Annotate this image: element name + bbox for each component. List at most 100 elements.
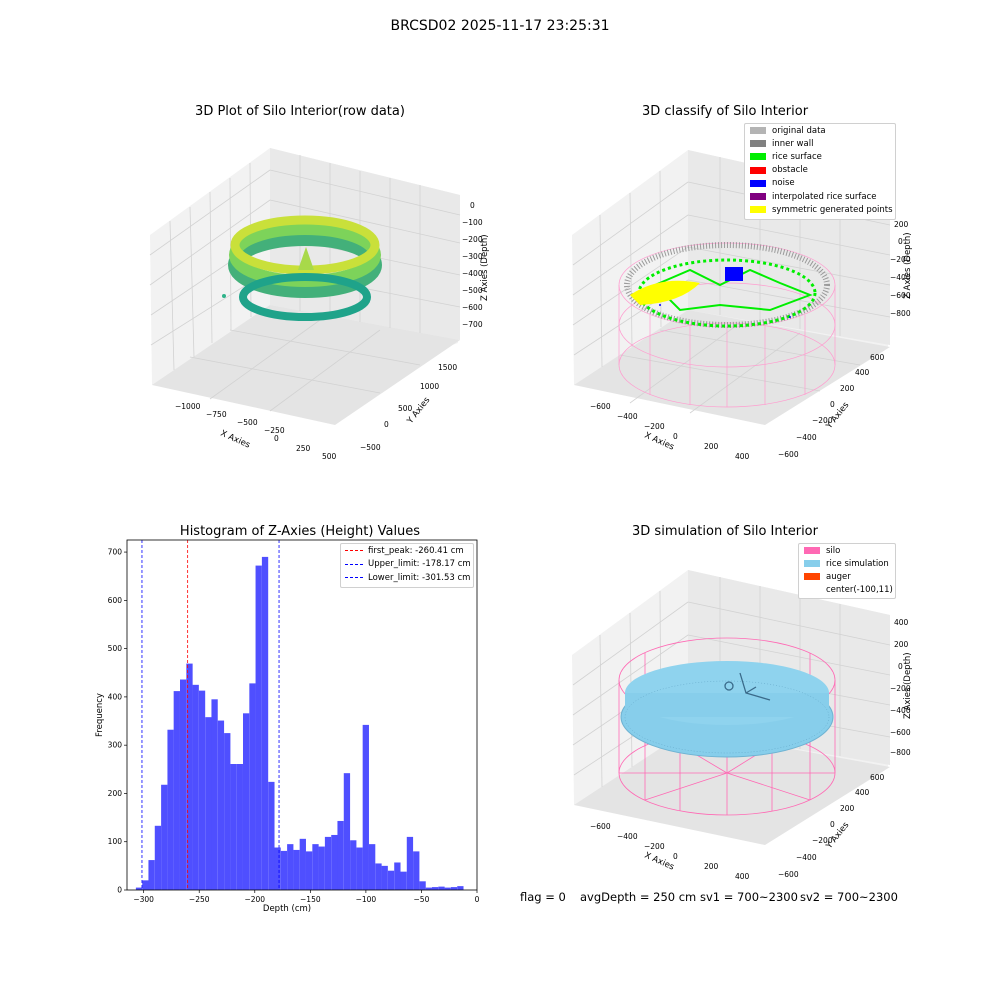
histogram-legend-label: first_peak: -260.41 cm (368, 545, 464, 556)
simulation-plot-title: 3D simulation of Silo Interior (632, 524, 818, 539)
classify-legend-item: rice surface (745, 150, 895, 163)
svg-text:−400: −400 (617, 412, 638, 421)
histogram-bar (224, 733, 231, 890)
svg-text:−400: −400 (796, 433, 817, 442)
svg-text:600: 600 (870, 773, 885, 782)
histogram-x-tick-label: −250 (189, 895, 210, 904)
histogram-legend-swatch (345, 577, 363, 579)
histogram-bar (400, 871, 407, 890)
svg-text:−300: −300 (462, 252, 483, 261)
histogram-bar (293, 849, 300, 890)
classify-legend-label: interpolated rice surface (772, 191, 877, 202)
svg-text:400: 400 (735, 872, 750, 881)
svg-text:−600: −600 (890, 728, 911, 737)
simulation-legend-swatch (804, 587, 820, 594)
classify-legend-label: inner wall (772, 138, 814, 149)
histogram-bar (381, 865, 388, 890)
svg-text:−400: −400 (796, 853, 817, 862)
svg-text:400: 400 (894, 618, 909, 627)
histogram-legend-label: Lower_limit: -301.53 cm (368, 572, 471, 583)
histogram-x-tick-label: 0 (475, 895, 480, 904)
histogram-y-tick-label: 600 (108, 596, 123, 605)
histogram-bar (186, 663, 193, 890)
classify-z-label: Z Axies (Depth) (903, 232, 913, 299)
simulation-z-label: Z Axies (Depth) (903, 652, 913, 719)
svg-text:200: 200 (704, 442, 719, 451)
histogram-bar (167, 729, 174, 890)
svg-text:200: 200 (704, 862, 719, 871)
histogram-bar (274, 847, 281, 890)
histogram-bar (211, 699, 218, 890)
histogram-legend-swatch (345, 563, 363, 565)
histogram-y-tick-label: 100 (108, 837, 123, 846)
classify-legend-swatch (750, 193, 766, 201)
classify-legend-label: obstacle (772, 165, 808, 176)
svg-text:600: 600 (870, 353, 885, 362)
classify-legend-swatch (750, 140, 766, 148)
histogram-chart[interactable]: −300 −250 −200 −150 −100 −50 0 0 100 200 300 400 500… (90, 535, 490, 920)
histogram-legend-item: Upper_limit: -178.17 cm (341, 558, 473, 572)
histogram-y-tick-label: 700 (108, 548, 123, 557)
histogram-bar (180, 679, 187, 890)
histogram-bar (148, 860, 155, 890)
svg-text:−500: −500 (462, 286, 483, 295)
histogram-bars (135, 556, 464, 890)
svg-text:0: 0 (470, 201, 475, 210)
histogram-x-tick-label: −150 (300, 895, 321, 904)
histogram-bar (432, 887, 439, 890)
svg-text:−600: −600 (778, 450, 799, 459)
raw-z-ticks: 0 −100 −200 −300 −400 −500 −600 −700 (462, 201, 483, 329)
histogram-bar (161, 784, 168, 890)
classify-legend-label: original data (772, 125, 826, 136)
svg-text:−200: −200 (890, 255, 911, 264)
simulation-legend-item: auger (799, 570, 895, 583)
svg-text:−400: −400 (462, 269, 483, 278)
classify-legend-swatch (750, 153, 766, 161)
raw-3d-plot[interactable]: −1000 −750 −500 −250 0 250 500 −500 0 50… (130, 135, 500, 465)
classify-legend: original data inner wall rice surface obsta… (744, 123, 896, 220)
histogram-bar (249, 683, 256, 890)
classify-legend-swatch (750, 206, 766, 214)
simulation-z-ticks: 400 200 0 −200 −400 −600 −800 (890, 618, 911, 757)
svg-text:−200: −200 (812, 836, 833, 845)
raw-data-points (222, 215, 382, 321)
histogram-axes: −300 −250 −200 −150 −100 −50 0 0 100 200 300 400 500… (108, 539, 480, 904)
histogram-y-tick-label: 300 (108, 741, 123, 750)
svg-text:0: 0 (830, 400, 835, 409)
simulation-legend-swatch (804, 573, 820, 581)
histogram-bar (324, 836, 332, 890)
svg-text:200: 200 (840, 804, 855, 813)
simulation-legend-label: rice simulation (826, 558, 889, 569)
svg-text:−400: −400 (890, 706, 911, 715)
simulation-pane-floor (574, 730, 890, 845)
histogram-bar (419, 881, 426, 890)
svg-text:−400: −400 (890, 273, 911, 282)
classify-points (624, 242, 830, 328)
svg-text:200: 200 (894, 220, 909, 229)
svg-text:−200: −200 (890, 684, 911, 693)
histogram-legend-item: Lower_limit: -301.53 cm (341, 571, 473, 585)
svg-text:0: 0 (274, 434, 279, 443)
histogram-bar (450, 887, 458, 890)
svg-text:500: 500 (322, 452, 337, 461)
raw-x-ticks: −1000 −750 −500 −250 0 250 500 (175, 402, 337, 461)
simulation-legend-swatch (804, 560, 820, 568)
simulation-3d-plot[interactable]: −600 −400 −200 0 200 400 −600 −400 −200 … (560, 555, 940, 885)
histogram-bar (299, 838, 306, 890)
histogram-bar (457, 886, 464, 890)
classify-legend-swatch (750, 179, 766, 187)
svg-text:500: 500 (398, 404, 413, 413)
classify-legend-swatch (750, 127, 766, 135)
histogram-bar (337, 820, 344, 890)
histogram-y-tick-label: 200 (108, 789, 123, 798)
classify-y-ticks: −600 −400 −200 0 200 400 600 (778, 353, 885, 459)
histogram-bar (243, 713, 250, 890)
svg-text:−800: −800 (890, 309, 911, 318)
flag-text: flag = 0 (520, 890, 566, 904)
histogram-bar (387, 870, 395, 890)
classify-legend-label: rice surface (772, 151, 822, 162)
raw-pane-floor (152, 305, 460, 425)
svg-text:400: 400 (855, 368, 870, 377)
simulation-auger (724, 672, 771, 701)
simulation-legend-swatch (804, 547, 820, 555)
